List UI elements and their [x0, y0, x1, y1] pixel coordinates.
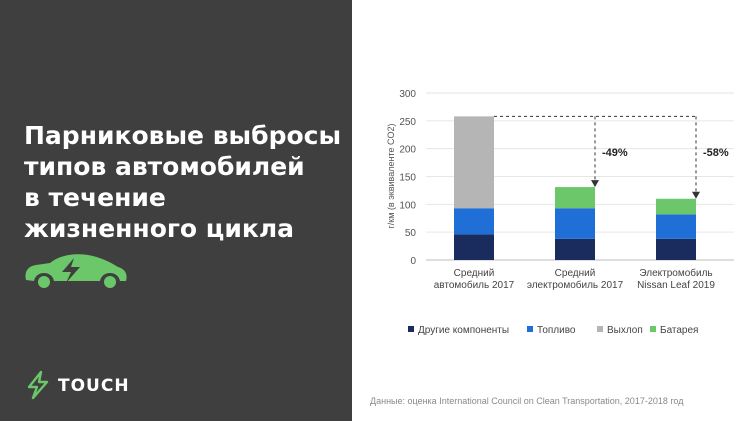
reduction-arrow — [692, 191, 700, 199]
bar-segment — [454, 116, 494, 209]
y-tick-label: 250 — [399, 117, 416, 128]
bar-segment — [454, 234, 494, 260]
brand-logo: TOUCH — [24, 370, 129, 405]
bar-segment — [555, 187, 595, 209]
electric-car-icon — [25, 254, 127, 288]
legend-swatch — [408, 326, 414, 332]
lightning-bolt-icon — [27, 370, 49, 400]
legend-swatch — [597, 326, 603, 332]
bar-segment — [555, 208, 595, 239]
y-tick-label: 300 — [399, 89, 416, 100]
y-tick-label: 150 — [399, 173, 416, 184]
left-panel: Парниковые выбросы типов автомобилей в т… — [0, 0, 352, 421]
x-tick-label: электромобиль 2017 — [527, 279, 624, 291]
brand-name: TOUCH — [58, 376, 130, 396]
title-line-2: типов автомобилей — [24, 152, 305, 181]
title-line-1: Парниковые выбросы — [24, 121, 342, 150]
x-tick-label: автомобиль 2017 — [434, 279, 515, 291]
bar-segment — [656, 238, 696, 260]
legend-swatch — [650, 326, 656, 332]
reduction-arrow — [591, 180, 599, 188]
bar-segment — [454, 208, 494, 235]
y-tick-label: 200 — [399, 145, 416, 156]
x-tick-label: Средний — [555, 268, 596, 279]
legend-label: Другие компоненты — [418, 325, 509, 336]
bar-segment — [656, 198, 696, 215]
legend-label: Батарея — [660, 325, 698, 336]
legend-label: Топливо — [537, 325, 576, 336]
bar-segment — [555, 238, 595, 260]
x-tick-label: Электромобиль — [639, 267, 712, 279]
x-tick-label: Nissan Leaf 2019 — [637, 280, 715, 291]
legend-label: Выхлоп — [607, 325, 643, 336]
title-line-4: жизненного цикла — [24, 214, 295, 243]
slide-title: Парниковые выбросы типов автомобилей в т… — [24, 120, 344, 244]
y-tick-label: 0 — [410, 256, 416, 267]
y-axis-label: г/км (в эквиваленте CO2) — [386, 124, 396, 229]
x-tick-label: Средний — [454, 268, 495, 279]
reduction-label: -58% — [703, 147, 729, 159]
source-note: Данные: оценка International Council on … — [370, 396, 684, 406]
y-tick-label: 100 — [399, 200, 416, 211]
reduction-label: -49% — [602, 147, 628, 159]
y-tick-label: 50 — [405, 228, 417, 239]
emissions-chart: 0 50 100 150 200 250 300 г/км (в эквиваленте CO… — [386, 89, 734, 336]
bar-segment — [656, 214, 696, 239]
title-line-3: в течение — [24, 183, 166, 212]
legend-swatch — [527, 326, 533, 332]
